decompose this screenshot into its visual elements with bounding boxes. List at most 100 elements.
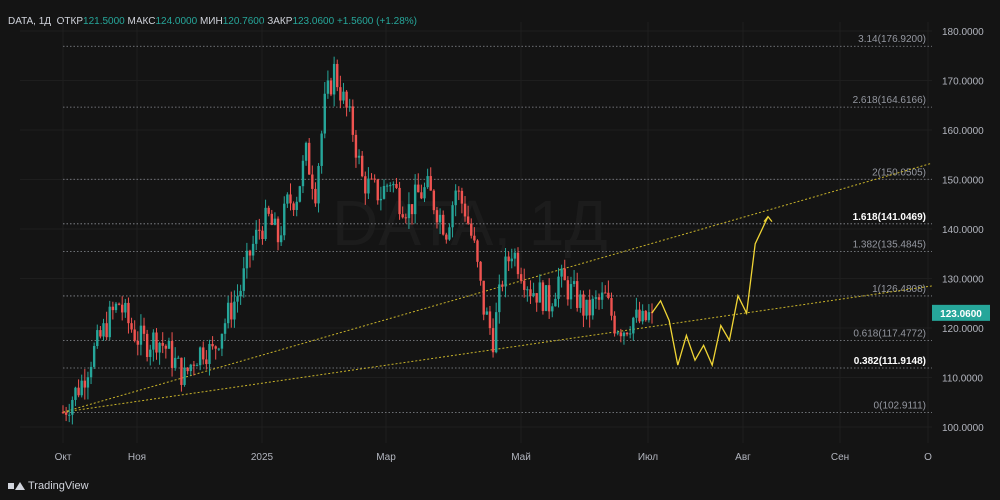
candle-body xyxy=(205,359,208,365)
candle-body xyxy=(513,252,517,259)
last-price-tag[interactable] xyxy=(932,304,990,321)
candle-body xyxy=(466,216,470,224)
candle-body xyxy=(149,349,152,357)
candle-body xyxy=(417,184,420,193)
trendline-upper[interactable] xyxy=(62,162,933,413)
candle-body xyxy=(641,310,644,322)
fib-level-label: 1.618(141.0469) xyxy=(853,212,926,223)
projection-arrowhead[interactable] xyxy=(763,215,773,223)
fib-level-label: 2.618(164.6166) xyxy=(853,95,926,106)
price-tick-label: 160.0000 xyxy=(942,126,984,137)
projection-path[interactable] xyxy=(651,215,773,368)
candle-body xyxy=(251,243,255,256)
candle-body xyxy=(385,185,389,187)
ohlc-header: DATA, 1Д ОТКР121.5000 МАКС124.0000 МИН12… xyxy=(8,16,417,27)
candle-body xyxy=(519,274,523,281)
open-label: ОТКР xyxy=(56,16,84,27)
candle-body xyxy=(198,347,202,366)
candle-body xyxy=(320,133,323,166)
last-price-label: 123.0600 xyxy=(940,309,982,320)
candle-body xyxy=(326,80,330,94)
candle-body xyxy=(429,176,432,191)
trendline-lower[interactable] xyxy=(62,285,933,413)
candle-body xyxy=(360,155,364,177)
candle-body xyxy=(488,311,492,329)
trendlines[interactable] xyxy=(62,162,933,413)
candle-body xyxy=(230,302,233,320)
candle-body xyxy=(354,134,358,158)
watermark: DATA, 1Д xyxy=(332,187,608,259)
candle-body xyxy=(473,235,476,241)
candle-body xyxy=(211,344,214,347)
candle-body xyxy=(173,357,177,368)
candle-body xyxy=(576,281,579,308)
time-tick-label: Окт xyxy=(55,452,72,463)
time-axis[interactable]: Окт Ноя 2025 Мар Май Июл Авг Сен О xyxy=(55,452,933,463)
candle-body xyxy=(264,207,267,240)
candle-body xyxy=(604,292,607,294)
time-tick-label: Июл xyxy=(638,452,658,463)
candle-body xyxy=(89,366,93,378)
candle-body xyxy=(186,367,189,372)
candle-body xyxy=(610,298,613,316)
candle-body xyxy=(638,309,641,322)
candle-body xyxy=(432,190,436,211)
candle-body xyxy=(544,285,548,311)
fib-level-label: 3.14(176.9200) xyxy=(858,34,926,45)
candle-body xyxy=(551,306,554,312)
candle-body xyxy=(364,176,367,194)
candle-body xyxy=(292,203,295,210)
candle-body xyxy=(404,217,408,219)
candle-body xyxy=(526,289,529,291)
fib-level-label: 0(102.9111) xyxy=(874,401,926,412)
candle-body xyxy=(373,178,376,180)
candle-body xyxy=(501,284,504,287)
time-tick-label: Авг xyxy=(735,452,751,463)
candle-body xyxy=(202,347,205,360)
candle-body xyxy=(625,332,629,335)
candle-body xyxy=(619,332,623,337)
time-tick-label: Май xyxy=(511,452,531,463)
candle-body xyxy=(504,256,507,287)
change-value: +1.5600 (+1.28%) xyxy=(336,16,417,27)
candle-body xyxy=(582,294,585,316)
fib-level-label: 0.382(111.9148) xyxy=(854,356,926,367)
time-tick-label: Мар xyxy=(376,452,396,463)
candle-body xyxy=(563,268,566,281)
symbol-label[interactable]: DATA, 1Д xyxy=(8,16,52,27)
candle-body xyxy=(457,190,460,192)
candle-body xyxy=(279,235,283,243)
candle-body xyxy=(635,309,638,318)
candle-body xyxy=(161,342,164,346)
candle-body xyxy=(588,299,591,316)
candle-body xyxy=(304,142,308,161)
price-tick-label: 170.0000 xyxy=(942,77,984,88)
projection-line[interactable] xyxy=(651,216,769,368)
candle-body xyxy=(311,174,314,189)
candle-body xyxy=(226,302,230,324)
candle-body xyxy=(270,213,273,225)
candle-body xyxy=(442,214,445,235)
candle-body xyxy=(420,192,423,199)
candle-body xyxy=(367,178,370,194)
price-tick-label: 100.0000 xyxy=(942,423,984,434)
candle-body xyxy=(121,304,124,313)
candle-body xyxy=(460,190,464,204)
candle-body xyxy=(376,179,379,201)
candle-body xyxy=(117,303,121,305)
price-axis[interactable]: 100.0000 110.0000 120.0000 130.0000 140.0000… xyxy=(932,27,990,434)
candle-body xyxy=(410,204,414,215)
candle-body xyxy=(317,165,320,204)
tradingview-logo[interactable]: TradingView xyxy=(8,480,89,492)
candle-body xyxy=(102,323,105,337)
candle-body xyxy=(454,190,457,206)
candle-body xyxy=(86,377,90,388)
candle-body xyxy=(379,198,383,201)
candle-body xyxy=(124,302,127,313)
candle-body xyxy=(92,345,96,367)
candle-body xyxy=(307,142,311,175)
candle-body xyxy=(323,93,326,134)
candle-body xyxy=(476,240,479,262)
candle-body xyxy=(395,184,398,188)
